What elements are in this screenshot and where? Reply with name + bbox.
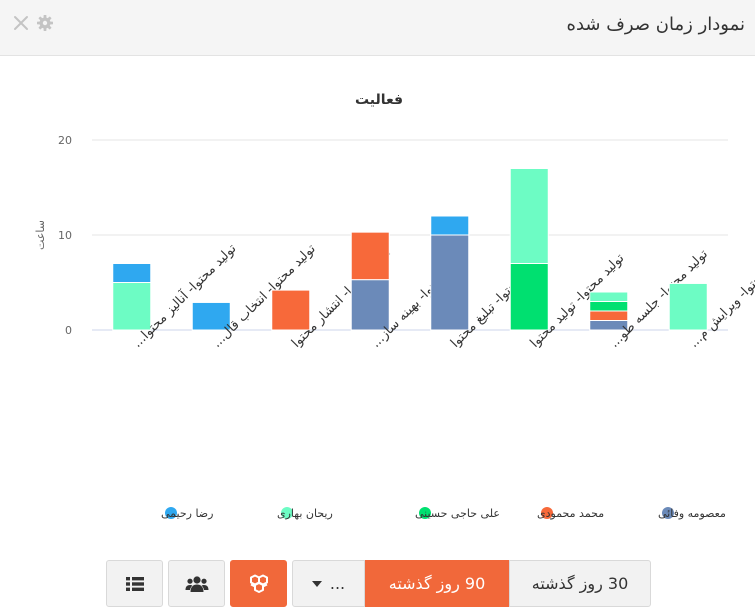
toolbar: ... 90 روز گذشته 30 روز گذشته [106, 560, 651, 607]
y-axis-label: ساعت [34, 220, 47, 250]
legend-marker[interactable] [662, 507, 674, 519]
bar-segment[interactable] [430, 234, 470, 331]
legend-marker[interactable] [419, 507, 431, 519]
list-view-button[interactable] [106, 560, 163, 607]
activity-view-button[interactable] [230, 560, 287, 607]
legend-item-label[interactable]: ریحان بهاری [277, 507, 333, 520]
legend-item-label[interactable]: رضا رحیمی [161, 507, 213, 520]
range-90-days-label: 90 روز گذشته [388, 574, 486, 593]
bar-segment[interactable] [589, 310, 629, 321]
panel-title: نمودار زمان صرف شده [566, 14, 745, 35]
users-icon [185, 575, 208, 592]
bar-segment[interactable] [430, 215, 470, 236]
legend-marker[interactable] [281, 507, 293, 519]
bar-segment[interactable] [112, 282, 152, 331]
legend-marker[interactable] [541, 507, 553, 519]
y-tick-label: 10 [58, 229, 72, 242]
bar-segment[interactable] [350, 231, 390, 281]
list-icon [125, 576, 144, 591]
more-ranges-dropdown[interactable]: ... [292, 560, 365, 607]
bar-segment[interactable] [589, 301, 629, 312]
bar-segment[interactable] [271, 289, 311, 331]
range-90-days-button[interactable]: 90 روز گذشته [365, 560, 509, 607]
caret-down-icon [311, 580, 322, 587]
bar-segment[interactable] [589, 291, 629, 302]
close-icon[interactable] [12, 14, 30, 32]
range-30-days-button[interactable]: 30 روز گذشته [509, 560, 651, 607]
legend-marker[interactable] [165, 507, 177, 519]
header-icons [12, 14, 54, 32]
users-button[interactable] [168, 560, 225, 607]
y-tick-label: 20 [58, 134, 72, 147]
more-ranges-label: ... [329, 574, 346, 593]
bar-segment[interactable] [509, 263, 549, 331]
y-tick-label: 0 [65, 324, 72, 337]
bar-segment[interactable] [112, 263, 152, 283]
legend-item-label[interactable]: علی حاجی حسینی [415, 507, 500, 520]
date-range-group: ... 90 روز گذشته 30 روز گذشته [292, 560, 651, 607]
legend-item-label[interactable]: محمد محمودی [537, 507, 604, 520]
panel-header: نمودار زمان صرف شده [0, 0, 755, 56]
bar-segment[interactable] [668, 282, 708, 331]
range-30-days-label: 30 روز گذشته [531, 574, 629, 593]
bar-segment[interactable] [350, 279, 390, 331]
gear-icon[interactable] [36, 14, 54, 32]
bar-segment[interactable] [191, 301, 231, 331]
chart-title: فعالیت [355, 92, 403, 108]
legend-item-label[interactable]: معصومه وفائی [658, 507, 726, 520]
bar-segment[interactable] [509, 168, 549, 264]
cubes-icon [249, 574, 268, 593]
